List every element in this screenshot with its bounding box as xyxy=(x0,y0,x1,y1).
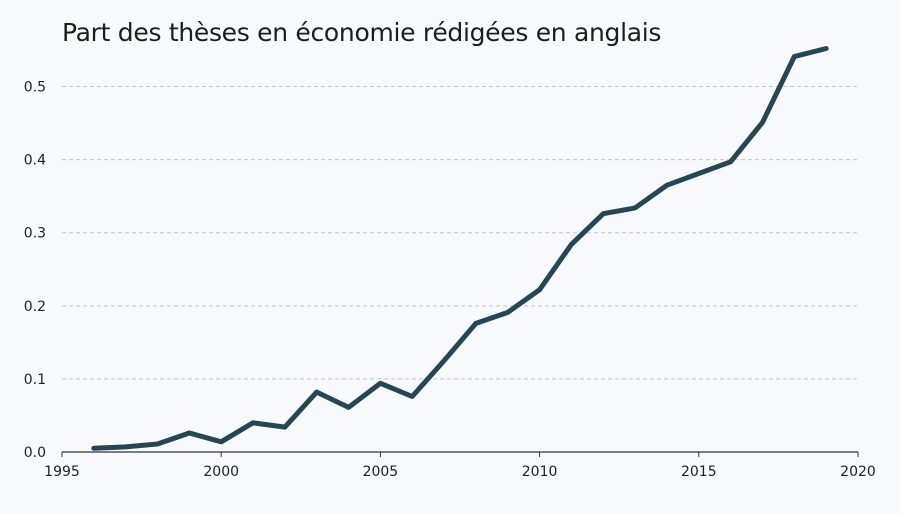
gridlines xyxy=(62,86,858,380)
x-tick-label: 2010 xyxy=(522,464,558,480)
x-tick-label: 2015 xyxy=(681,464,717,480)
y-tick-label: 0.2 xyxy=(24,299,46,315)
y-tick-label: 0.4 xyxy=(24,153,46,169)
y-tick-label: 0.0 xyxy=(24,445,46,461)
axes: 0.0 0.1 0.2 0.3 0.4 0.5 1995 2000 2005 2010 2015 20… xyxy=(24,80,876,480)
x-tick-label: 2000 xyxy=(203,464,239,480)
x-tick-label: 1995 xyxy=(44,464,80,480)
y-tick-label: 0.1 xyxy=(24,372,46,388)
x-tick-label: 2020 xyxy=(840,464,876,480)
series-line xyxy=(91,46,829,451)
y-tick-label: 0.3 xyxy=(24,226,46,242)
x-tick-label: 2005 xyxy=(363,464,399,480)
chart-title: Part des thèses en économie rédigées en … xyxy=(62,18,662,47)
series xyxy=(91,46,829,451)
y-tick-label: 0.5 xyxy=(24,80,46,96)
